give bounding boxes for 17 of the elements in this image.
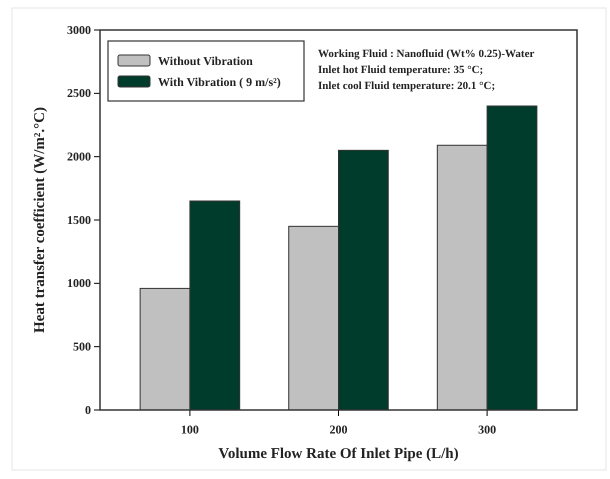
x-axis-title: Volume Flow Rate Of Inlet Pipe (L/h) bbox=[218, 446, 459, 462]
y-tick-label: 500 bbox=[73, 340, 91, 354]
legend-label: With Vibration ( 9 m/s²) bbox=[158, 75, 281, 89]
y-tick-label: 2500 bbox=[67, 86, 91, 100]
x-tick-label: 200 bbox=[330, 422, 348, 436]
y-axis-title: Heat transfer coefficient (W/m².°C) bbox=[32, 107, 48, 333]
y-tick-label: 0 bbox=[85, 402, 91, 417]
x-tick-label: 300 bbox=[478, 422, 496, 436]
y-tick-label: 2000 bbox=[67, 150, 91, 164]
annotation: Inlet hot Fluid temperature: 35 °C; bbox=[318, 64, 484, 76]
y-tick-label: 1500 bbox=[67, 212, 91, 227]
x-tick-label: 100 bbox=[180, 422, 199, 436]
legend-label: Without Vibration bbox=[158, 54, 254, 68]
y-tick-label: 1000 bbox=[67, 276, 91, 290]
annotation: Inlet cool Fluid temperature: 20.1 °C; bbox=[318, 80, 496, 92]
y-tick-label: 3000 bbox=[67, 22, 91, 37]
annotation: Working Fluid : Nanofluid (Wt% 0.25)-Water bbox=[318, 48, 534, 60]
